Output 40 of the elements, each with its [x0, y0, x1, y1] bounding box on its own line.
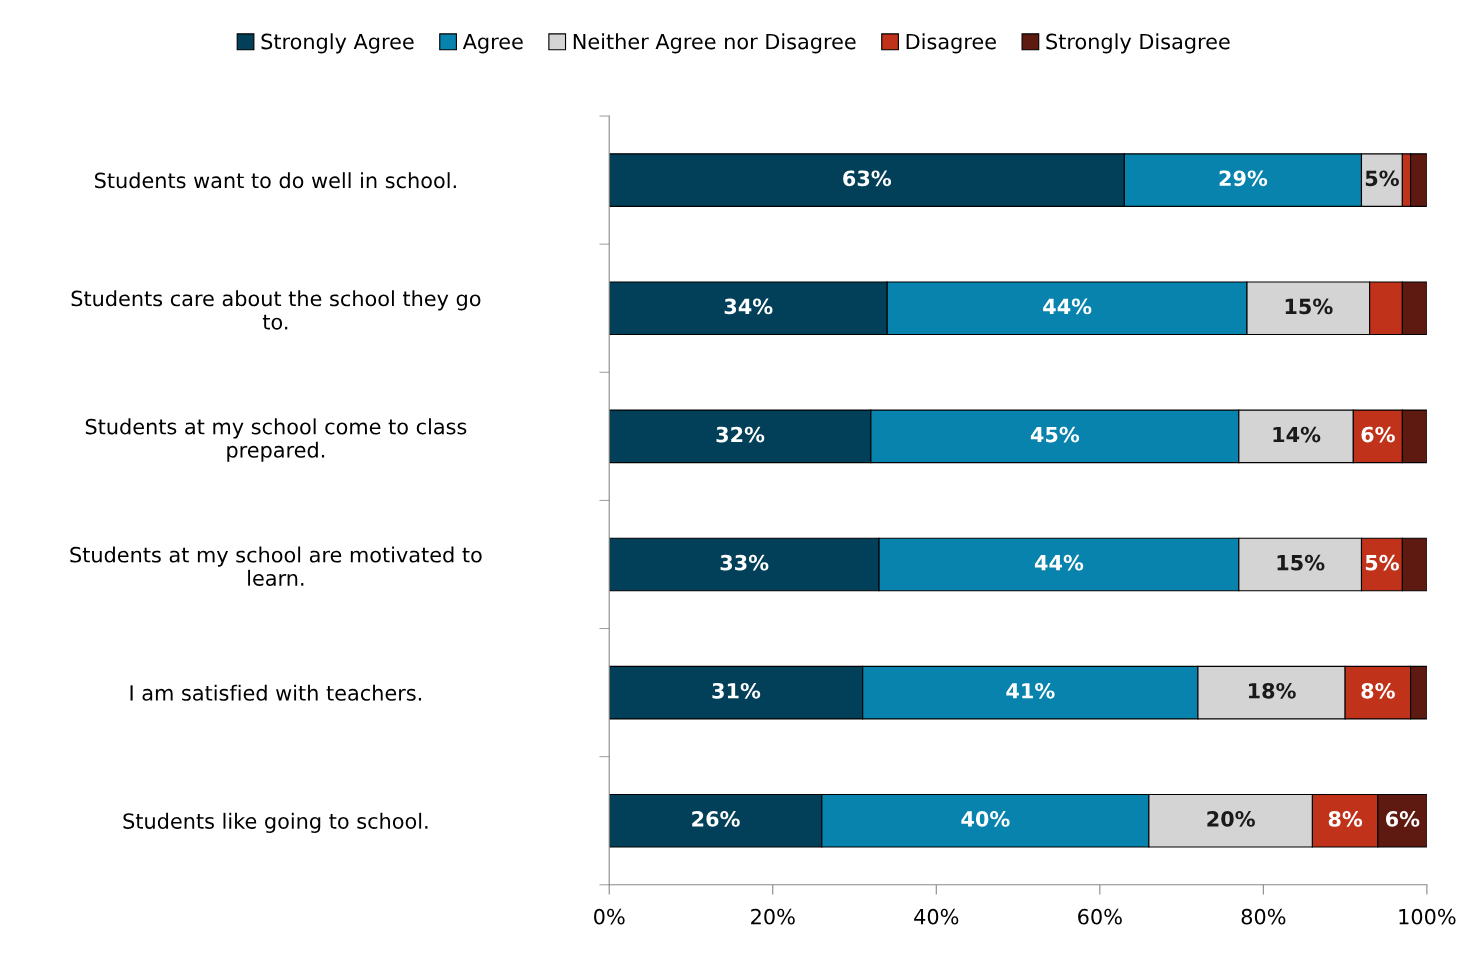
- y-tick-label: Students care about the school they go to.: [71, 290, 481, 330]
- y-tick-label: I am satisfied with teachers.: [130, 684, 422, 701]
- data-label: 8%: [1328, 811, 1363, 827]
- data-label: 44%: [1034, 554, 1084, 571]
- x-tick-label: 20%: [751, 908, 795, 925]
- data-label: 5%: [1365, 170, 1399, 187]
- x-tick-label: 40%: [914, 908, 959, 925]
- y-tick-label: Students at my school are motivated to learn.: [70, 546, 482, 586]
- data-label: 8%: [1361, 682, 1395, 699]
- y-tick-label: Students want to do well in school.: [95, 172, 456, 189]
- data-label: 31%: [712, 682, 761, 699]
- x-tick-label: 0%: [594, 908, 625, 925]
- data-label: 29%: [1219, 170, 1268, 187]
- y-tick-label: Students at my school come to class prepared.: [85, 418, 467, 462]
- legend-label: Disagree: [906, 33, 996, 54]
- data-label: 32%: [716, 426, 765, 443]
- legend-label: Agree: [462, 33, 523, 54]
- data-label: 34%: [724, 298, 773, 315]
- data-label: 6%: [1385, 811, 1420, 827]
- y-tick-label: Students like going to school.: [123, 812, 428, 833]
- data-label: 33%: [720, 554, 769, 571]
- data-label: 41%: [1006, 682, 1055, 699]
- x-tick-label: 60%: [1078, 908, 1122, 925]
- legend-label: Neither Agree nor Disagree: [573, 33, 856, 54]
- data-label: 44%: [1043, 298, 1092, 315]
- data-label: 18%: [1248, 682, 1296, 699]
- legend-label: Strongly Agree: [261, 33, 414, 54]
- data-label: 45%: [1030, 426, 1080, 443]
- data-label: 26%: [692, 811, 740, 827]
- data-label: 20%: [1207, 811, 1255, 827]
- data-label: 14%: [1273, 426, 1321, 443]
- x-tick-label: 100%: [1399, 908, 1456, 925]
- data-label: 15%: [1277, 554, 1325, 571]
- data-label: 63%: [843, 170, 892, 187]
- data-label: 6%: [1361, 426, 1395, 443]
- data-label: 40%: [961, 811, 1010, 827]
- legend-label: Strongly Disagree: [1046, 33, 1230, 54]
- x-tick-label: 80%: [1241, 908, 1286, 925]
- data-label: 15%: [1285, 298, 1333, 315]
- data-label: 5%: [1365, 554, 1399, 571]
